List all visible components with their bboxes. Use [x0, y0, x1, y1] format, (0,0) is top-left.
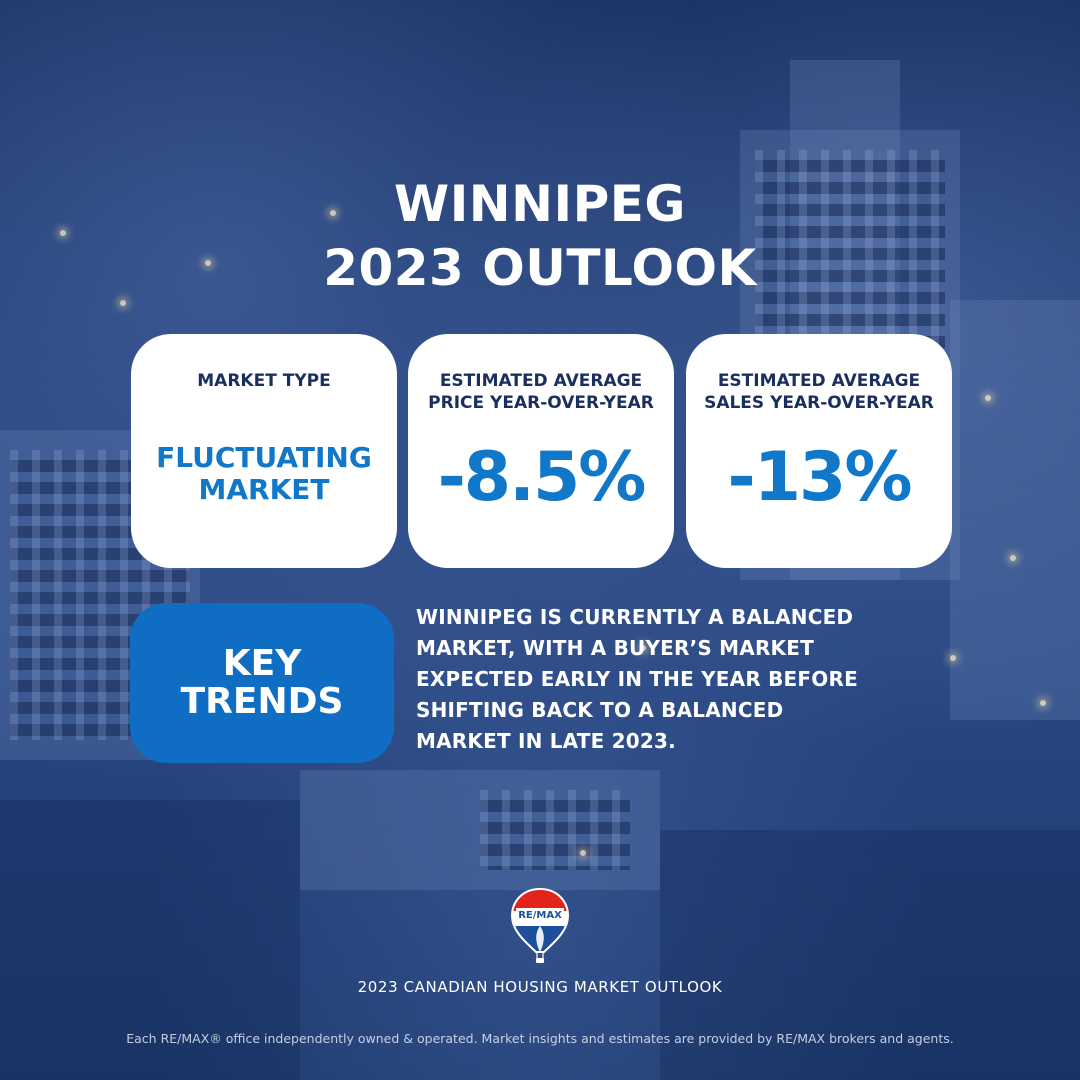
sales-change-label-line2: SALES YEAR-OVER-YEAR [704, 393, 934, 413]
city-light [120, 300, 126, 306]
key-trends-line: EXPECTED EARLY IN THE YEAR BEFORE [416, 667, 858, 691]
market-type-label: MARKET TYPE [197, 371, 331, 391]
city-light [640, 645, 646, 651]
footer-title: 2023 CANADIAN HOUSING MARKET OUTLOOK [357, 978, 723, 996]
hot-air-balloon-icon: RE/MAX [510, 887, 570, 963]
city-light [1040, 700, 1046, 706]
key-trends-heading: KEY TRENDS [147, 645, 377, 721]
price-change-label-line2: PRICE YEAR-OVER-YEAR [428, 393, 654, 413]
building-silhouette [950, 300, 1080, 720]
page-title: WINNIPEG 2023 OUTLOOK [0, 172, 1080, 300]
city-light [1010, 555, 1016, 561]
price-change-label-line1: ESTIMATED AVERAGE [439, 371, 643, 391]
sales-change-value: -13% [727, 438, 913, 517]
title-city: WINNIPEG [394, 175, 686, 233]
price-change-card: ESTIMATED AVERAGE PRICE YEAR-OVER-YEAR -… [408, 334, 674, 568]
building-silhouette [660, 830, 1080, 1080]
sales-change-card: ESTIMATED AVERAGE SALES YEAR-OVER-YEAR -… [686, 334, 952, 568]
key-trends-heading-line2: TRENDS [180, 681, 344, 722]
city-light [330, 210, 336, 216]
logo-wordmark: RE/MAX [518, 910, 562, 921]
market-type-value-line1: FLUCTUATING [156, 441, 372, 474]
city-light [985, 395, 991, 401]
city-light [950, 655, 956, 661]
key-trends-line: SHIFTING BACK TO A BALANCED [416, 698, 784, 722]
key-trends-line: MARKET IN LATE 2023. [416, 729, 676, 753]
price-change-label: ESTIMATED AVERAGE PRICE YEAR-OVER-YEAR [408, 370, 674, 414]
sales-change-label: ESTIMATED AVERAGE SALES YEAR-OVER-YEAR [686, 370, 952, 414]
remax-balloon-logo: RE/MAX [508, 886, 572, 966]
city-light [205, 260, 211, 266]
footer-disclaimer: Each RE/MAX® office independently owned … [126, 1031, 954, 1046]
city-light [60, 230, 66, 236]
sales-change-label-line1: ESTIMATED AVERAGE [717, 371, 921, 391]
price-change-value: -8.5% [437, 438, 647, 517]
key-trends-badge: KEY TRENDS [130, 603, 394, 763]
building-windows [480, 790, 630, 870]
city-light [580, 850, 586, 856]
key-trends-line: WINNIPEG IS CURRENTLY A BALANCED [416, 605, 854, 629]
building-silhouette [0, 800, 300, 1080]
key-trends-heading-line1: KEY [222, 643, 302, 684]
key-trends-description: WINNIPEG IS CURRENTLY A BALANCED MARKET,… [416, 602, 956, 757]
market-type-card: MARKET TYPE FLUCTUATING MARKET [131, 334, 397, 568]
title-outlook: 2023 OUTLOOK [323, 239, 757, 297]
market-type-value: FLUCTUATING MARKET [131, 442, 397, 506]
market-type-value-line2: MARKET [198, 473, 330, 506]
key-trends-line: MARKET, WITH A BUYER’S MARKET [416, 636, 814, 660]
